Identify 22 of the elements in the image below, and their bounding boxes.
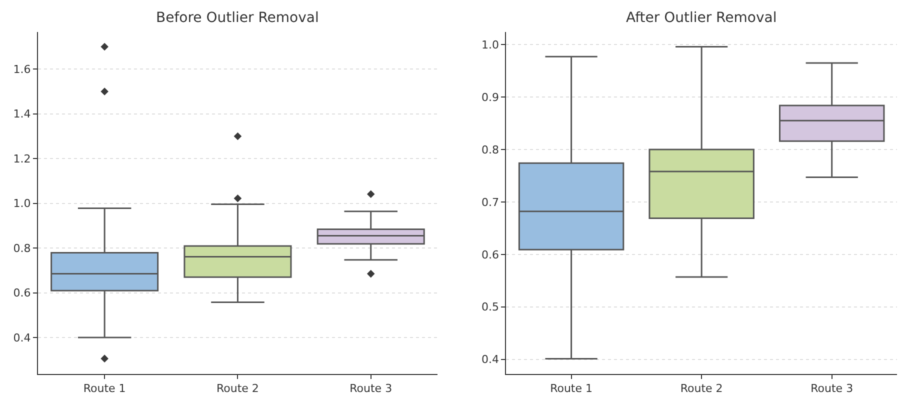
y-tick-label: 0.8 bbox=[481, 143, 499, 156]
y-tick-label: 1.0 bbox=[481, 38, 499, 52]
y-tick-label: 0.7 bbox=[481, 196, 499, 209]
y-tick-label: 1.0 bbox=[13, 197, 31, 210]
y-tick-label: 1.4 bbox=[13, 108, 31, 121]
y-tick-label: 0.5 bbox=[481, 300, 499, 314]
x-tick-label: Route 3 bbox=[810, 382, 854, 396]
x-tick-label: Route 3 bbox=[350, 382, 392, 396]
y-tick-label: 0.9 bbox=[481, 90, 499, 104]
x-tick-label: Route 1 bbox=[550, 382, 593, 396]
y-tick-label: 0.6 bbox=[13, 286, 31, 300]
chart-title: After Outlier Removal bbox=[626, 10, 777, 26]
x-tick-label: Route 2 bbox=[216, 382, 259, 396]
y-tick-label: 0.6 bbox=[481, 248, 499, 262]
y-tick-label: 1.2 bbox=[13, 152, 31, 166]
y-tick-label: 0.8 bbox=[13, 242, 31, 255]
x-tick-label: Route 2 bbox=[680, 382, 723, 396]
y-tick-label: 0.4 bbox=[481, 353, 499, 366]
y-tick-label: 0.4 bbox=[13, 331, 31, 344]
chart-title: Before Outlier Removal bbox=[156, 10, 319, 26]
y-tick-label: 1.6 bbox=[13, 62, 31, 76]
x-tick-label: Route 1 bbox=[83, 382, 126, 396]
